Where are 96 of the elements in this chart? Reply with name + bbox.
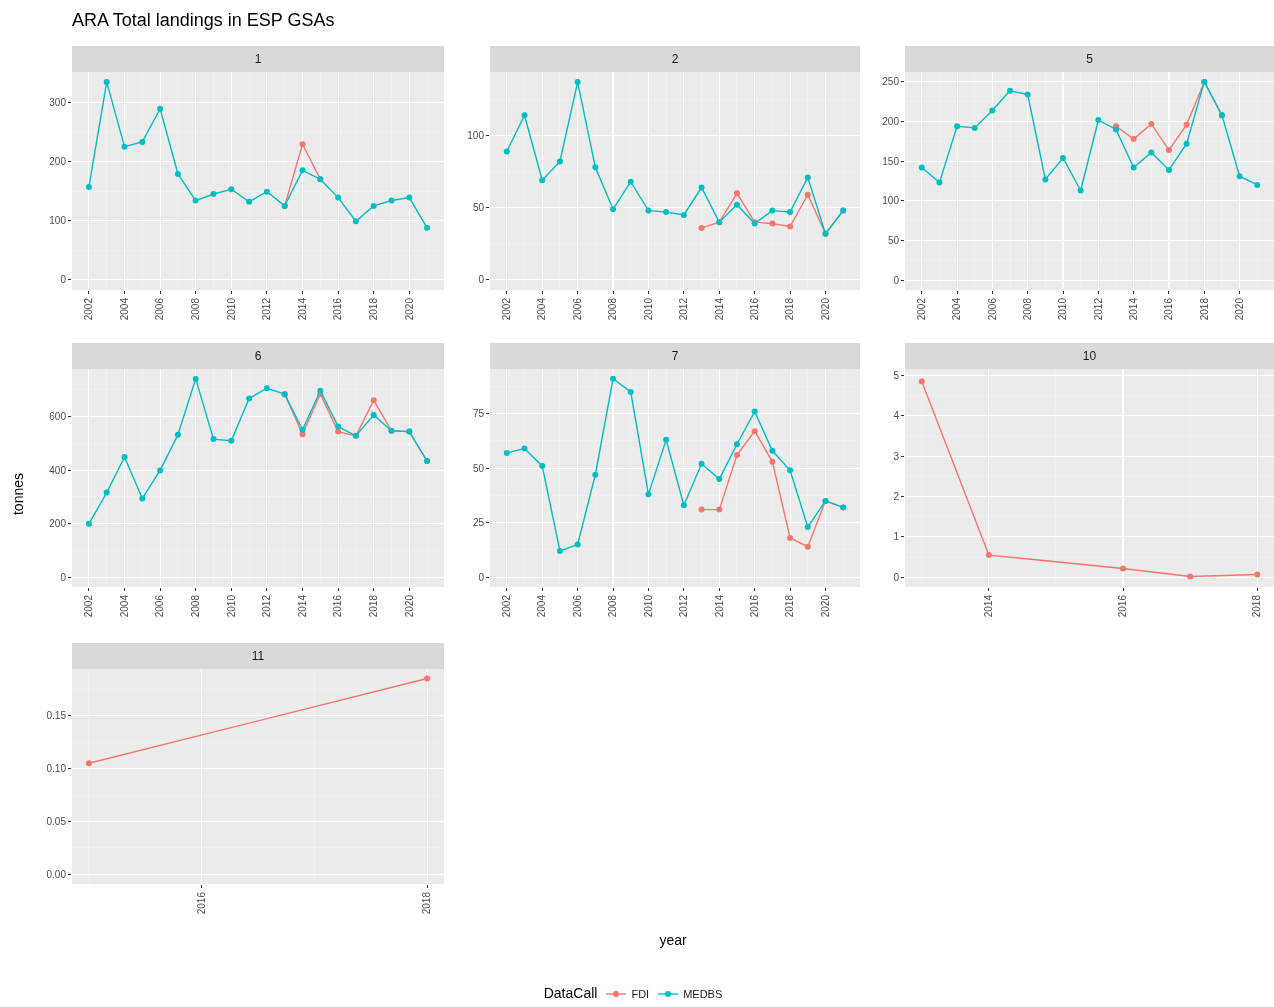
x-tick-label: 2012 (1092, 297, 1104, 321)
y-tick-label: 100 (467, 130, 485, 142)
x-tick-label: 2006 (571, 297, 583, 321)
y-tick-label: 250 (882, 76, 900, 88)
chart-subtitle: 11 (72, 643, 444, 669)
x-tick-label: 2020 (1233, 297, 1245, 321)
y-tick-label: 0.10 (46, 763, 67, 775)
y-tick-label: 1 (893, 531, 900, 543)
x-tick-label: 2016 (195, 891, 207, 915)
x-tick-label: 2014 (1127, 297, 1139, 321)
x-tick-label: 2014 (713, 297, 725, 321)
y-tick-label: 200 (49, 518, 67, 530)
x-tick-label: 2020 (819, 594, 831, 618)
y-tick-label: 3 (893, 450, 900, 462)
y-tick-label: 0.00 (46, 868, 67, 880)
y-axis-title: tonnes (10, 472, 26, 518)
x-tick-label: 2018 (784, 594, 796, 618)
y-tick-label: 300 (49, 96, 67, 108)
x-tick-label: 2016 (748, 297, 760, 321)
x-tick-label: 2018 (421, 891, 433, 915)
y-tick-label: 0 (478, 274, 485, 286)
x-tick-label: 2004 (118, 297, 130, 321)
y-tick-label: 0 (893, 571, 900, 583)
y-tick-label: 0 (60, 571, 67, 583)
x-tick-label: 2002 (916, 297, 928, 321)
y-tick-label: 100 (882, 195, 900, 207)
x-tick-label: 2008 (607, 297, 619, 321)
x-tick-label: 2010 (225, 297, 237, 321)
y-tick-label: 0.05 (46, 816, 67, 828)
legend-title: DataCall (543, 985, 598, 1001)
x-tick-label: 2016 (1163, 297, 1175, 321)
x-tick-label: 2020 (403, 594, 415, 618)
y-tick-label: 50 (887, 234, 900, 246)
x-tick-label: 2018 (1251, 594, 1263, 618)
y-tick-label: 200 (882, 116, 900, 128)
x-tick-label: 2014 (713, 594, 725, 618)
x-tick-label: 2020 (819, 297, 831, 321)
y-tick-label: 0.15 (46, 710, 67, 722)
y-tick-label: 0 (893, 274, 900, 286)
x-tick-label: 2010 (1057, 297, 1069, 321)
y-tick-label: 50 (472, 202, 485, 214)
y-tick-label: 75 (472, 408, 485, 420)
x-tick-label: 2018 (1198, 297, 1210, 321)
legend-label: MEDBS (683, 988, 723, 1000)
x-tick-label: 2002 (501, 594, 513, 618)
y-tick-label: 200 (49, 155, 67, 167)
y-tick-label: 2 (893, 491, 900, 503)
x-tick-label: 2014 (296, 594, 308, 618)
x-axis-title: year (658, 932, 688, 948)
x-tick-label: 2004 (118, 594, 130, 618)
chart-subtitle: 7 (490, 343, 860, 369)
x-tick-label: 2002 (501, 297, 513, 321)
y-tick-label: 0 (60, 274, 67, 286)
x-tick-label: 2018 (784, 297, 796, 321)
x-tick-label: 2014 (296, 297, 308, 321)
x-tick-label: 2016 (332, 297, 344, 321)
x-tick-label: 2006 (154, 297, 166, 321)
x-tick-label: 2016 (1117, 594, 1129, 618)
x-tick-label: 2010 (642, 594, 654, 618)
x-tick-label: 2006 (571, 594, 583, 618)
x-tick-label: 2012 (261, 594, 273, 618)
y-tick-label: 150 (882, 155, 900, 167)
y-tick-label: 400 (49, 464, 67, 476)
x-tick-label: 2016 (748, 594, 760, 618)
x-tick-label: 2006 (986, 297, 998, 321)
y-tick-label: 5 (893, 369, 900, 381)
x-tick-label: 2002 (83, 594, 95, 618)
x-tick-label: 2014 (983, 594, 995, 618)
x-tick-label: 2018 (367, 594, 379, 618)
x-tick-label: 2010 (642, 297, 654, 321)
x-tick-label: 2012 (678, 297, 690, 321)
y-tick-label: 600 (49, 411, 67, 423)
x-tick-label: 2008 (189, 594, 201, 618)
chart-subtitle: 10 (905, 343, 1274, 369)
y-tick-label: 4 (893, 410, 900, 422)
x-tick-label: 2008 (1021, 297, 1033, 321)
chart-title: ARA Total landings in ESP GSAs (72, 10, 335, 31)
x-tick-label: 2008 (189, 297, 201, 321)
x-tick-label: 2020 (403, 297, 415, 321)
x-tick-label: 2004 (536, 297, 548, 321)
x-tick-label: 2018 (367, 297, 379, 321)
x-tick-label: 2012 (261, 297, 273, 321)
x-tick-label: 2012 (678, 594, 690, 618)
y-tick-label: 0 (478, 571, 485, 583)
x-tick-label: 2002 (83, 297, 95, 321)
x-tick-label: 2004 (536, 594, 548, 618)
x-tick-label: 2008 (607, 594, 619, 618)
x-tick-label: 2004 (951, 297, 963, 321)
y-tick-label: 25 (472, 517, 485, 529)
legend-label: FDI (631, 988, 650, 1000)
y-tick-label: 100 (49, 215, 67, 227)
y-tick-label: 50 (472, 462, 485, 474)
x-tick-label: 2010 (225, 594, 237, 618)
x-tick-label: 2016 (332, 594, 344, 618)
x-tick-label: 2006 (154, 594, 166, 618)
chart-subtitle: 6 (72, 343, 444, 369)
